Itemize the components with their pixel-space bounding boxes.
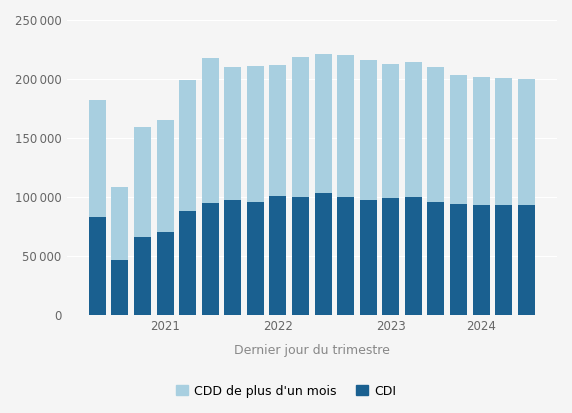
Bar <box>292 197 309 315</box>
Bar <box>89 217 106 315</box>
X-axis label: Dernier jour du trimestre: Dernier jour du trimestre <box>234 344 390 357</box>
Bar <box>202 58 219 203</box>
Bar <box>315 54 332 193</box>
Bar <box>360 60 377 200</box>
Bar <box>495 78 512 205</box>
Bar <box>518 205 535 315</box>
Bar <box>405 197 422 315</box>
Bar <box>337 197 354 315</box>
Bar <box>224 67 241 200</box>
Bar <box>360 200 377 315</box>
Bar <box>179 80 196 211</box>
Bar <box>157 120 173 232</box>
Legend: CDD de plus d'un mois, CDI: CDD de plus d'un mois, CDI <box>170 380 402 403</box>
Bar <box>405 62 422 197</box>
Bar <box>472 205 490 315</box>
Bar <box>134 127 151 237</box>
Bar <box>450 76 467 204</box>
Bar <box>202 203 219 315</box>
Bar <box>518 79 535 205</box>
Bar <box>89 100 106 217</box>
Bar <box>179 211 196 315</box>
Bar <box>337 55 354 197</box>
Bar <box>382 198 399 315</box>
Bar <box>157 232 173 315</box>
Bar <box>427 67 444 202</box>
Bar <box>427 202 444 315</box>
Bar <box>112 261 128 315</box>
Bar <box>247 202 264 315</box>
Bar <box>269 65 287 196</box>
Bar <box>112 188 128 261</box>
Bar <box>315 193 332 315</box>
Bar <box>472 76 490 205</box>
Bar <box>292 57 309 197</box>
Bar <box>450 204 467 315</box>
Bar <box>269 196 287 315</box>
Bar <box>495 205 512 315</box>
Bar <box>382 64 399 198</box>
Bar <box>247 66 264 202</box>
Bar <box>224 200 241 315</box>
Bar <box>134 237 151 315</box>
